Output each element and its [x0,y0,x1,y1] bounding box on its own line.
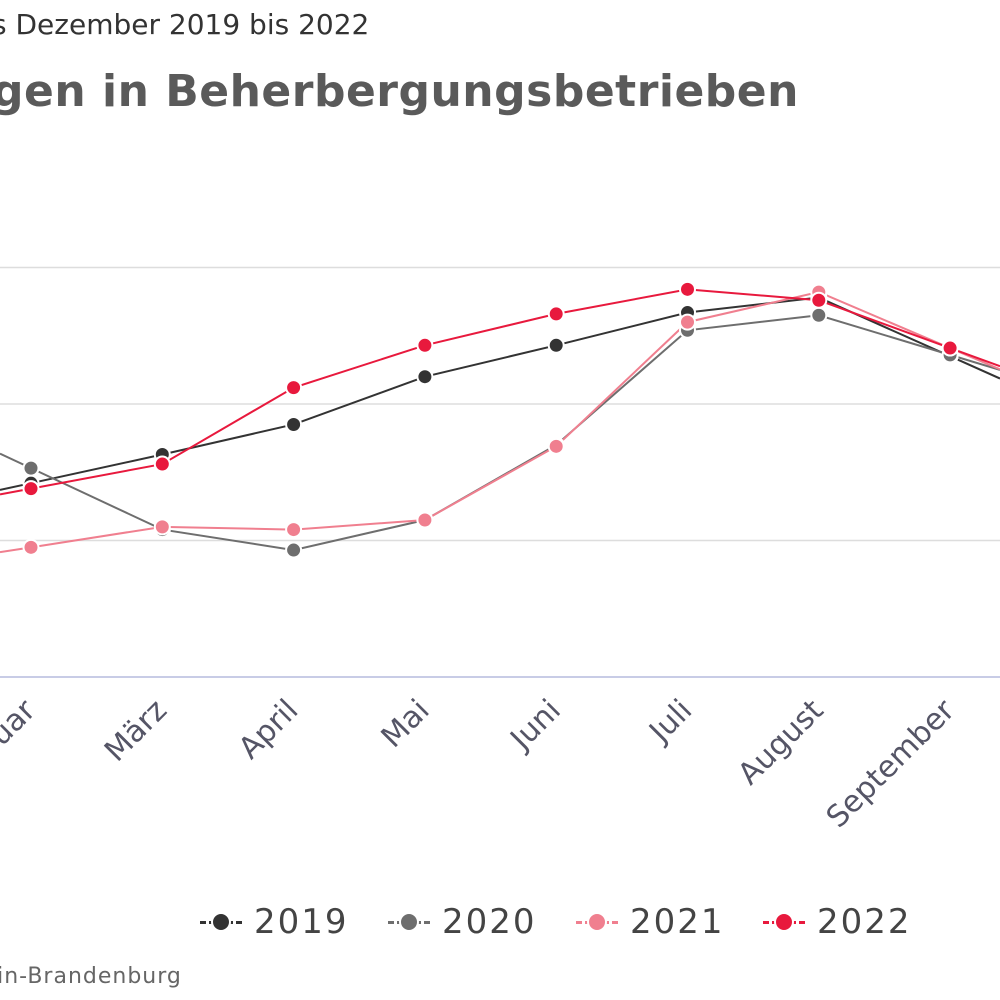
x-tick-label: Juli [642,693,700,751]
data-point-2021[interactable] [153,518,171,536]
data-point-2021[interactable] [547,437,565,455]
legend: 2019 2020 2021 2022 [0,898,1000,948]
data-point-2022[interactable] [22,480,40,498]
series-line-2020 [0,314,1000,552]
line-chart: uarMärzAprilMaiJuniJuliAugustSeptemberO [0,266,1000,835]
x-axis-tick-labels: uarMärzAprilMaiJuniJuliAugustSeptemberO [0,692,962,834]
legend-item-2021[interactable]: 2021 [576,898,725,946]
series-line-2021 [0,291,1000,554]
data-point-2022[interactable] [285,379,303,397]
legend-item-2022[interactable]: 2022 [763,898,912,946]
data-point-2020[interactable] [810,306,828,324]
data-point-2022[interactable] [153,455,171,473]
data-point-2019[interactable] [285,415,303,433]
chart-title: gen in Beherbergungsbetrieben [0,66,799,117]
data-point-2020[interactable] [22,459,40,477]
legend-item-2019[interactable]: 2019 [200,898,349,946]
legend-marker-icon [576,898,618,946]
data-point-2022[interactable] [416,336,434,354]
data-point-2022[interactable] [547,305,565,323]
data-point-2020[interactable] [285,541,303,559]
x-tick-label: März [98,693,174,769]
legend-label: 2019 [254,902,349,942]
grid-lines [0,266,1000,678]
data-point-2021[interactable] [416,511,434,529]
legend-item-2020[interactable]: 2020 [388,898,537,946]
legend-marker-icon [763,898,805,946]
x-tick-label: April [232,693,305,766]
data-point-2021[interactable] [22,538,40,556]
data-point-2022[interactable] [941,339,959,357]
legend-label: 2021 [630,902,725,942]
x-tick-label: Juni [503,693,568,758]
legend-marker-icon [388,898,430,946]
x-tick-label: August [731,693,830,792]
series-line-2019 [0,296,1000,491]
legend-label: 2022 [817,902,912,942]
data-point-2021[interactable] [679,313,696,331]
chart-subtitle: s Dezember 2019 bis 2022 [0,8,370,41]
x-tick-label: Mai [375,693,437,755]
data-point-2019[interactable] [547,336,565,354]
data-point-2021[interactable] [285,521,303,539]
series-group [0,280,1000,559]
legend-marker-icon [200,898,242,946]
source-note: lin-Brandenburg [0,964,182,989]
x-tick-label: uar [0,692,43,752]
data-point-2022[interactable] [679,280,696,298]
legend-label: 2020 [442,902,537,942]
data-point-2022[interactable] [810,291,828,309]
data-point-2019[interactable] [416,368,434,386]
series-line-2022 [0,288,1000,496]
x-tick-label: September [820,692,962,834]
